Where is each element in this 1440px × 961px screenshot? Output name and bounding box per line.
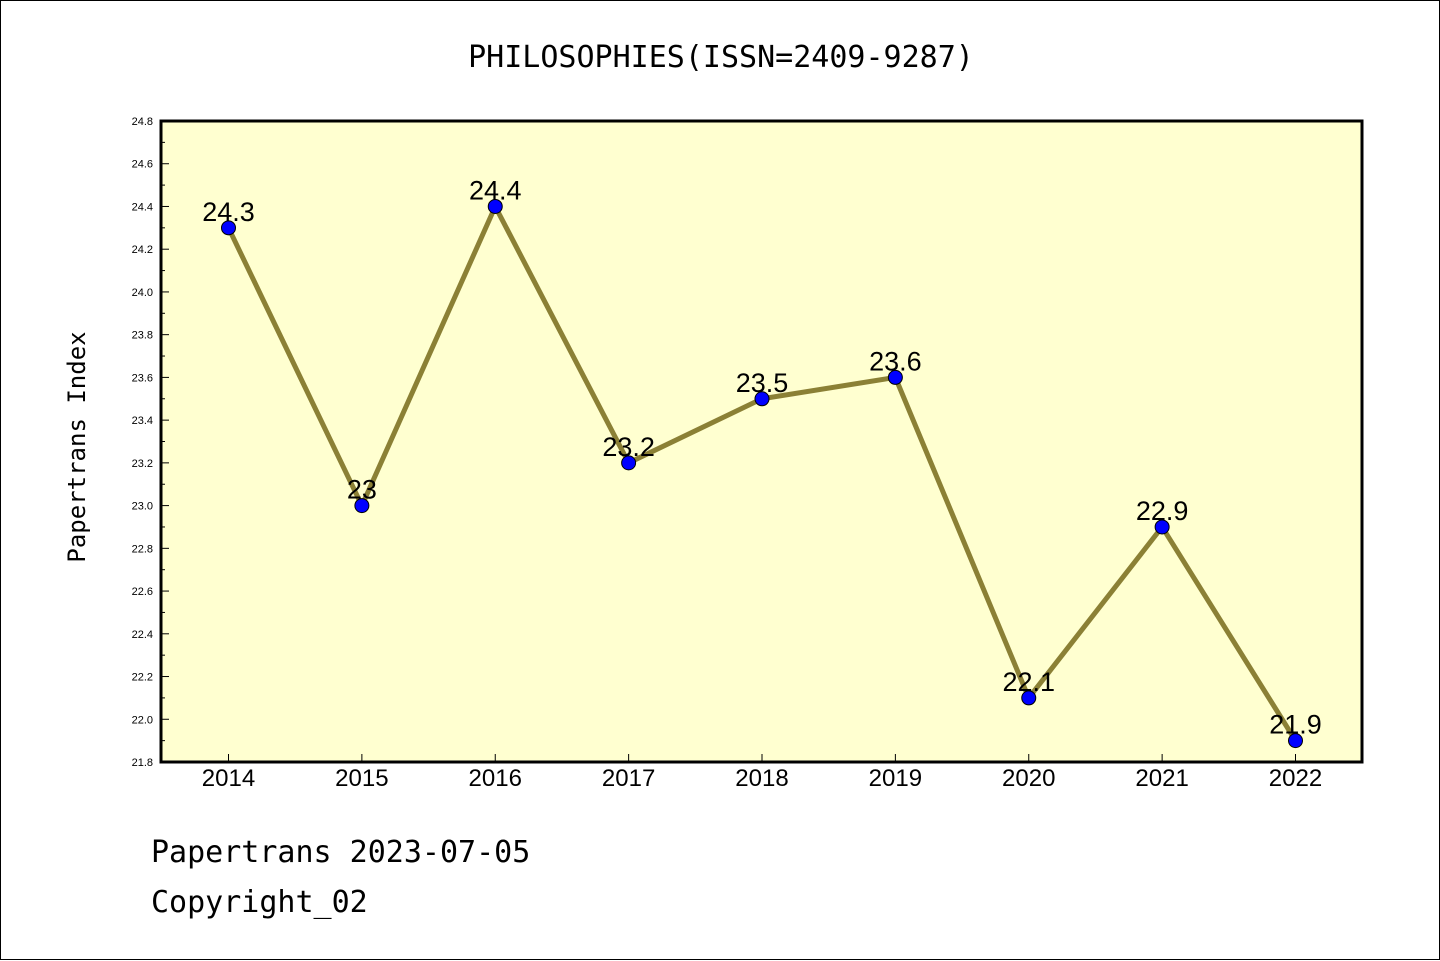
data-label: 24.4 (469, 175, 522, 205)
y-tick-label: 24.8 (132, 116, 153, 128)
plot-area: 21.8 22.0 22.2 22.4 22.6 22.8 23.0 23.2 23.4 23.6… (132, 116, 1364, 792)
data-point (887, 369, 903, 385)
x-tick-label: 2021 (1135, 765, 1188, 792)
plot-border (159, 119, 1364, 764)
y-tick-label: 24.6 (132, 159, 153, 171)
data-point (354, 498, 370, 514)
x-tick-label: 2015 (335, 765, 388, 792)
y-tick-label: 23.0 (132, 501, 153, 513)
data-label: 21.9 (1269, 710, 1322, 740)
y-tick-label: 24.4 (132, 201, 153, 213)
data-label: 23 (347, 475, 377, 505)
plot-background (161, 121, 1362, 762)
chart-title: PHILOSOPHIES(ISSN=2409-9287) (468, 40, 974, 75)
x-tick-label: 2022 (1269, 765, 1322, 792)
y-tick-label: 22.0 (132, 714, 153, 726)
y-tick-label: 23.4 (132, 415, 153, 427)
data-point (221, 220, 236, 236)
x-tick-label: 2016 (469, 765, 522, 792)
data-label: 24.3 (202, 197, 255, 227)
x-tick-label: 2020 (1002, 765, 1055, 792)
x-tick-label: 2017 (602, 765, 655, 792)
y-axis-label: Papertrans Index (63, 331, 91, 562)
x-tick-label: 2014 (202, 765, 255, 792)
data-point (754, 391, 770, 407)
x-tick-label: 2019 (869, 765, 922, 792)
y-tick-label: 22.2 (132, 672, 153, 684)
y-tick-label: 24.0 (132, 287, 153, 299)
footer-date: Papertrans 2023-07-05 (151, 835, 531, 870)
y-tick-label: 23.8 (132, 330, 153, 342)
y-tick-label: 22.4 (132, 629, 153, 641)
y-tick-label: 21.8 (132, 757, 153, 769)
data-point (487, 198, 503, 214)
data-label: 23.6 (869, 346, 922, 376)
y-tick-label: 23.6 (132, 372, 153, 384)
y-tick-label: 22.8 (132, 543, 153, 555)
data-label: 22.9 (1136, 496, 1189, 526)
data-label: 23.5 (736, 368, 789, 398)
y-tick-label: 23.2 (132, 458, 153, 470)
data-label: 22.1 (1002, 667, 1055, 697)
x-tick-label: 2018 (735, 765, 788, 792)
y-tick-label: 22.6 (132, 586, 153, 598)
footer-copyright: Copyright_02 (151, 885, 368, 920)
data-point (1021, 690, 1037, 706)
y-tick-label: 24.2 (132, 244, 153, 256)
data-point (1288, 733, 1303, 749)
data-label: 23.2 (602, 432, 655, 462)
data-point (621, 455, 637, 471)
data-point (1154, 519, 1170, 535)
